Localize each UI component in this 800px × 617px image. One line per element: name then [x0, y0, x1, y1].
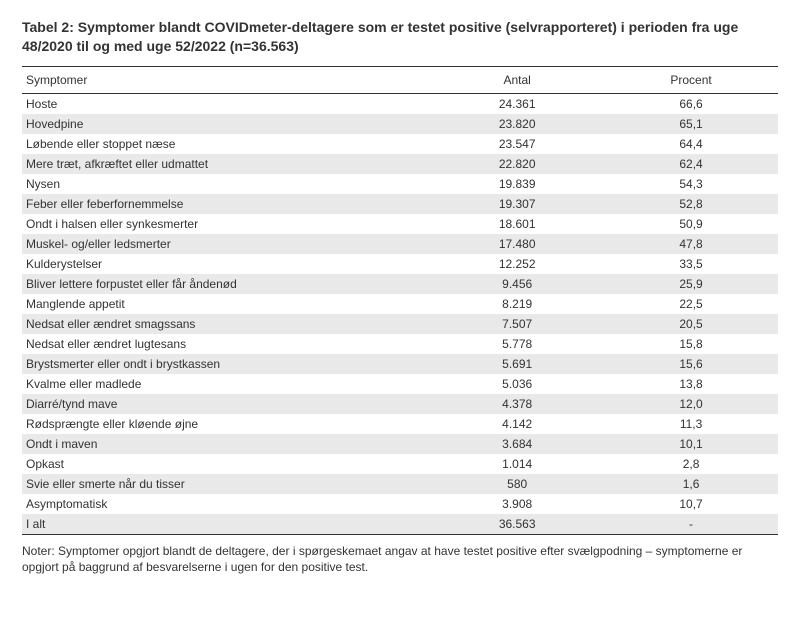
cell-antal: 8.219: [430, 294, 604, 314]
cell-antal: 24.361: [430, 93, 604, 114]
table-row: Ondt i maven3.68410,1: [22, 434, 778, 454]
cell-symptom: Muskel- og/eller ledsmerter: [22, 234, 430, 254]
table-body: Hoste24.36166,6Hovedpine23.82065,1Løbend…: [22, 93, 778, 534]
table-row: Nedsat eller ændret smagssans7.50720,5: [22, 314, 778, 334]
cell-procent: 20,5: [604, 314, 778, 334]
table-row: Løbende eller stoppet næse23.54764,4: [22, 134, 778, 154]
table-row: Hoste24.36166,6: [22, 93, 778, 114]
cell-symptom: Nedsat eller ændret lugtesans: [22, 334, 430, 354]
table-row: Brystsmerter eller ondt i brystkassen5.6…: [22, 354, 778, 374]
cell-procent: 62,4: [604, 154, 778, 174]
cell-symptom: Opkast: [22, 454, 430, 474]
table-row: Mere træt, afkræftet eller udmattet22.82…: [22, 154, 778, 174]
header-symptom: Symptomer: [22, 66, 430, 93]
cell-antal: 23.547: [430, 134, 604, 154]
cell-symptom: Bliver lettere forpustet eller får ånden…: [22, 274, 430, 294]
cell-symptom: Svie eller smerte når du tisser: [22, 474, 430, 494]
cell-antal: 5.778: [430, 334, 604, 354]
cell-antal: 19.839: [430, 174, 604, 194]
cell-procent: 22,5: [604, 294, 778, 314]
cell-antal: 17.480: [430, 234, 604, 254]
cell-symptom: Hovedpine: [22, 114, 430, 134]
cell-antal: 5.036: [430, 374, 604, 394]
table-row: Muskel- og/eller ledsmerter17.48047,8: [22, 234, 778, 254]
table-row: Asymptomatisk3.90810,7: [22, 494, 778, 514]
cell-symptom: Hoste: [22, 93, 430, 114]
cell-symptom: Manglende appetit: [22, 294, 430, 314]
table-row: Opkast1.0142,8: [22, 454, 778, 474]
cell-antal: 23.820: [430, 114, 604, 134]
cell-procent: 47,8: [604, 234, 778, 254]
cell-procent: 64,4: [604, 134, 778, 154]
cell-symptom: Ondt i halsen eller synkesmerter: [22, 214, 430, 234]
cell-procent: 11,3: [604, 414, 778, 434]
cell-procent: 12,0: [604, 394, 778, 414]
cell-procent: 65,1: [604, 114, 778, 134]
table-row: Ondt i halsen eller synkesmerter18.60150…: [22, 214, 778, 234]
cell-procent: 10,1: [604, 434, 778, 454]
header-antal: Antal: [430, 66, 604, 93]
cell-antal: 5.691: [430, 354, 604, 374]
cell-antal: 7.507: [430, 314, 604, 334]
table-row: Kvalme eller madlede5.03613,8: [22, 374, 778, 394]
table-row: Diarré/tynd mave4.37812,0: [22, 394, 778, 414]
cell-antal: 19.307: [430, 194, 604, 214]
cell-antal: 1.014: [430, 454, 604, 474]
cell-procent: 1,6: [604, 474, 778, 494]
cell-antal: 4.142: [430, 414, 604, 434]
symptom-table: Symptomer Antal Procent Hoste24.36166,6H…: [22, 66, 778, 535]
cell-procent: 10,7: [604, 494, 778, 514]
cell-procent: 15,8: [604, 334, 778, 354]
cell-antal: 36.563: [430, 514, 604, 535]
cell-procent: 52,8: [604, 194, 778, 214]
cell-antal: 12.252: [430, 254, 604, 274]
cell-antal: 18.601: [430, 214, 604, 234]
table-notes: Noter: Symptomer opgjort blandt de delta…: [22, 543, 778, 575]
cell-symptom: Brystsmerter eller ondt i brystkassen: [22, 354, 430, 374]
cell-symptom: Kulderystelser: [22, 254, 430, 274]
cell-symptom: I alt: [22, 514, 430, 535]
header-procent: Procent: [604, 66, 778, 93]
cell-symptom: Løbende eller stoppet næse: [22, 134, 430, 154]
cell-procent: 54,3: [604, 174, 778, 194]
cell-symptom: Nysen: [22, 174, 430, 194]
cell-symptom: Asymptomatisk: [22, 494, 430, 514]
cell-antal: 3.684: [430, 434, 604, 454]
cell-antal: 4.378: [430, 394, 604, 414]
cell-procent: 66,6: [604, 93, 778, 114]
table-row: Kulderystelser12.25233,5: [22, 254, 778, 274]
cell-procent: 50,9: [604, 214, 778, 234]
cell-symptom: Diarré/tynd mave: [22, 394, 430, 414]
cell-antal: 22.820: [430, 154, 604, 174]
cell-symptom: Ondt i maven: [22, 434, 430, 454]
cell-antal: 9.456: [430, 274, 604, 294]
cell-symptom: Mere træt, afkræftet eller udmattet: [22, 154, 430, 174]
cell-procent: 15,6: [604, 354, 778, 374]
table-row: Hovedpine23.82065,1: [22, 114, 778, 134]
cell-antal: 3.908: [430, 494, 604, 514]
cell-symptom: Rødsprængte eller kløende øjne: [22, 414, 430, 434]
table-row: Rødsprængte eller kløende øjne4.14211,3: [22, 414, 778, 434]
table-row: Svie eller smerte når du tisser5801,6: [22, 474, 778, 494]
cell-procent: 13,8: [604, 374, 778, 394]
cell-procent: 33,5: [604, 254, 778, 274]
table-row: Bliver lettere forpustet eller får ånden…: [22, 274, 778, 294]
cell-symptom: Kvalme eller madlede: [22, 374, 430, 394]
cell-symptom: Feber eller feberfornemmelse: [22, 194, 430, 214]
cell-symptom: Nedsat eller ændret smagssans: [22, 314, 430, 334]
cell-procent: -: [604, 514, 778, 535]
table-title: Tabel 2: Symptomer blandt COVIDmeter-del…: [22, 18, 778, 56]
table-row: Nedsat eller ændret lugtesans5.77815,8: [22, 334, 778, 354]
cell-procent: 25,9: [604, 274, 778, 294]
cell-antal: 580: [430, 474, 604, 494]
table-row: Manglende appetit8.21922,5: [22, 294, 778, 314]
cell-procent: 2,8: [604, 454, 778, 474]
table-row: I alt36.563-: [22, 514, 778, 535]
table-row: Feber eller feberfornemmelse19.30752,8: [22, 194, 778, 214]
table-header-row: Symptomer Antal Procent: [22, 66, 778, 93]
table-row: Nysen19.83954,3: [22, 174, 778, 194]
